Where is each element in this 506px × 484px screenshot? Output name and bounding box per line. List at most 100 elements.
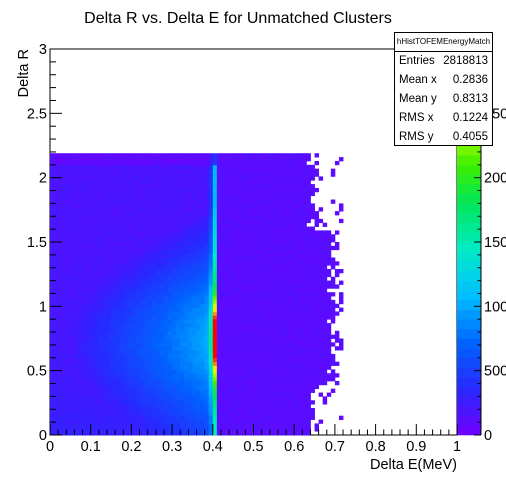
heatmap-cell [115, 184, 120, 189]
heatmap-cell [62, 245, 67, 251]
heatmap-cell [151, 157, 157, 162]
heatmap-cell [131, 315, 136, 320]
heatmap-cell [314, 234, 320, 239]
heatmap-cell [290, 176, 295, 181]
heatmap-cell [200, 407, 206, 413]
colorbar-segment [457, 251, 481, 262]
heatmap-cell [233, 346, 238, 351]
heatmap-cell [192, 307, 197, 312]
heatmap-cell [294, 396, 299, 401]
heatmap-cell [200, 172, 206, 177]
heatmap-cell [131, 411, 136, 417]
heatmap-cell [180, 168, 185, 173]
heatmap-cell [261, 272, 267, 278]
heatmap-cell [298, 350, 303, 355]
heatmap-cell [192, 323, 197, 328]
heatmap-cell [111, 326, 116, 332]
heatmap-cell [237, 180, 242, 185]
heatmap-cell [90, 392, 96, 397]
heatmap-cell [143, 319, 149, 324]
heatmap-cell [119, 431, 124, 436]
heatmap-cell [139, 361, 145, 366]
heatmap-cell [58, 330, 63, 336]
heatmap-cell [286, 365, 291, 370]
heatmap-cell [135, 172, 140, 177]
heatmap-cell [143, 303, 149, 309]
heatmap-cell [62, 284, 67, 289]
heatmap-cell [229, 400, 234, 405]
heatmap-cell [318, 353, 324, 359]
heatmap-cell [290, 423, 295, 428]
heatmap-cell [298, 427, 303, 432]
heatmap-cell [302, 303, 307, 309]
heatmap-cell [212, 384, 218, 390]
heatmap-cell [265, 411, 271, 417]
heatmap-cell [306, 180, 311, 185]
heatmap-cell [143, 292, 149, 297]
heatmap-cell [123, 211, 128, 216]
heatmap-cell [192, 272, 197, 278]
heatmap-cell [204, 195, 210, 200]
heatmap-cell [180, 392, 185, 397]
heatmap-cell [82, 207, 88, 212]
heatmap-cell [176, 296, 181, 301]
heatmap-cell [286, 187, 291, 193]
heatmap-cell [212, 411, 218, 417]
heatmap-cell [131, 207, 136, 212]
heatmap-cell [176, 292, 181, 297]
heatmap-cell [302, 292, 307, 297]
heatmap-cell [119, 392, 124, 397]
heatmap-cell [269, 234, 275, 239]
heatmap-cell [143, 265, 149, 270]
heatmap-cell [123, 380, 128, 386]
heatmap-cell [143, 419, 149, 424]
heatmap-cell [172, 323, 177, 328]
heatmap-cell [188, 365, 193, 370]
heatmap-cell [74, 303, 79, 309]
heatmap-cell [265, 423, 271, 428]
heatmap-cell [225, 288, 230, 293]
heatmap-cell [54, 353, 59, 359]
heatmap-cell [192, 249, 197, 254]
heatmap-cell [163, 431, 169, 436]
heatmap-cell [200, 249, 206, 254]
heatmap-cell [180, 353, 185, 359]
heatmap-cell [249, 369, 254, 374]
heatmap-cell [294, 365, 299, 370]
heatmap-cell [229, 207, 234, 212]
heatmap-cell [66, 357, 71, 363]
heatmap-cell [58, 207, 63, 212]
heatmap-cell [241, 296, 246, 301]
heatmap-cell [147, 265, 153, 270]
heatmap-cell [220, 288, 226, 293]
heatmap-cell [241, 211, 246, 216]
heatmap-cell [94, 392, 100, 397]
heatmap-cell [143, 184, 149, 189]
heatmap-cell [200, 334, 206, 339]
heatmap-cell [102, 184, 108, 189]
heatmap-cell [106, 203, 112, 208]
heatmap-cell [172, 373, 177, 378]
heatmap-cell [241, 214, 246, 220]
heatmap-cell [98, 230, 104, 235]
heatmap-cell [159, 168, 165, 173]
heatmap-cell [139, 172, 145, 177]
heatmap-cell [94, 415, 100, 420]
heatmap-cell [94, 431, 100, 436]
heatmap-cell [216, 388, 222, 393]
heatmap-cell [82, 346, 88, 351]
heatmap-cell [159, 226, 165, 231]
heatmap-cell [135, 303, 140, 309]
heatmap-cell [200, 307, 206, 312]
heatmap-cell [168, 245, 173, 251]
heatmap-cell [151, 249, 157, 254]
heatmap-cell [163, 160, 169, 166]
heatmap-cell [322, 396, 328, 401]
heatmap-cell [78, 315, 83, 320]
heatmap-cell [172, 214, 177, 220]
heatmap-cell [139, 411, 145, 417]
heatmap-cell [273, 338, 279, 343]
heatmap-cell [212, 357, 218, 363]
heatmap-cell [273, 415, 279, 420]
heatmap-cell [249, 199, 254, 204]
